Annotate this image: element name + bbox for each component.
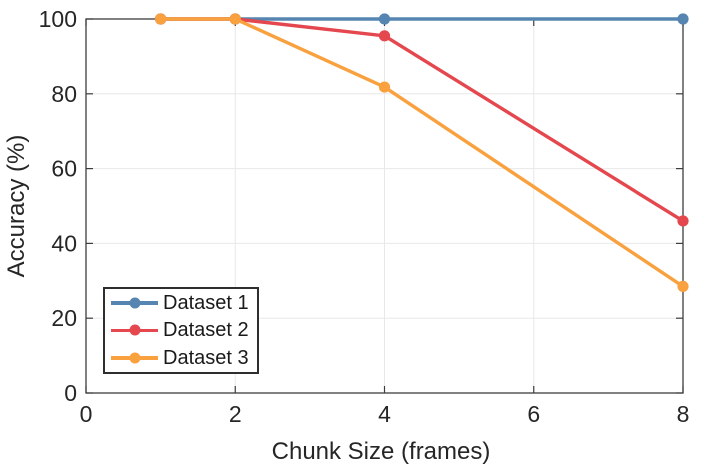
legend-item-dataset-2: Dataset 2 xyxy=(111,317,257,344)
data-point-dataset-3 xyxy=(378,81,391,93)
legend-marker-icon xyxy=(129,297,140,309)
data-point-dataset-2 xyxy=(677,215,689,227)
legend-line-sample xyxy=(111,324,158,336)
x-axis-label: Chunk Size (frames) xyxy=(271,438,491,465)
legend-marker-icon xyxy=(129,352,140,364)
x-tick-label: 6 xyxy=(527,401,540,427)
x-tick-label: 8 xyxy=(677,401,690,427)
y-tick-label: 60 xyxy=(51,156,77,182)
legend-item-dataset-3: Dataset 3 xyxy=(111,345,257,372)
legend-label: Dataset 1 xyxy=(163,291,249,314)
legend-marker-icon xyxy=(129,324,140,336)
y-tick-label: 80 xyxy=(51,81,77,107)
data-point-dataset-3 xyxy=(677,280,689,293)
data-point-dataset-1 xyxy=(677,13,689,25)
legend-label: Dataset 2 xyxy=(163,319,249,341)
legend-line-sample xyxy=(111,297,158,309)
legend: Dataset 1 Dataset 2 Dataset 3 xyxy=(103,287,259,374)
x-tick-label: 2 xyxy=(229,401,242,427)
legend-line-sample xyxy=(111,352,158,364)
data-point-dataset-3 xyxy=(229,13,241,25)
x-tick-label: 4 xyxy=(378,401,391,427)
y-tick-label: 40 xyxy=(51,230,77,256)
x-tick-label: 0 xyxy=(80,401,93,427)
y-tick-label: 20 xyxy=(51,305,77,331)
data-point-dataset-2 xyxy=(378,30,391,42)
series-line-dataset-2 xyxy=(158,17,685,223)
legend-item-dataset-1: Dataset 1 xyxy=(111,290,257,317)
legend-label: Dataset 3 xyxy=(163,346,249,369)
y-axis-label: Accuracy (%) xyxy=(3,134,30,278)
data-point-dataset-3 xyxy=(155,13,167,25)
y-tick-label: 100 xyxy=(39,6,77,32)
series-line-dataset-3 xyxy=(158,17,685,289)
y-tick-label: 0 xyxy=(64,380,77,406)
data-point-dataset-1 xyxy=(378,13,391,25)
